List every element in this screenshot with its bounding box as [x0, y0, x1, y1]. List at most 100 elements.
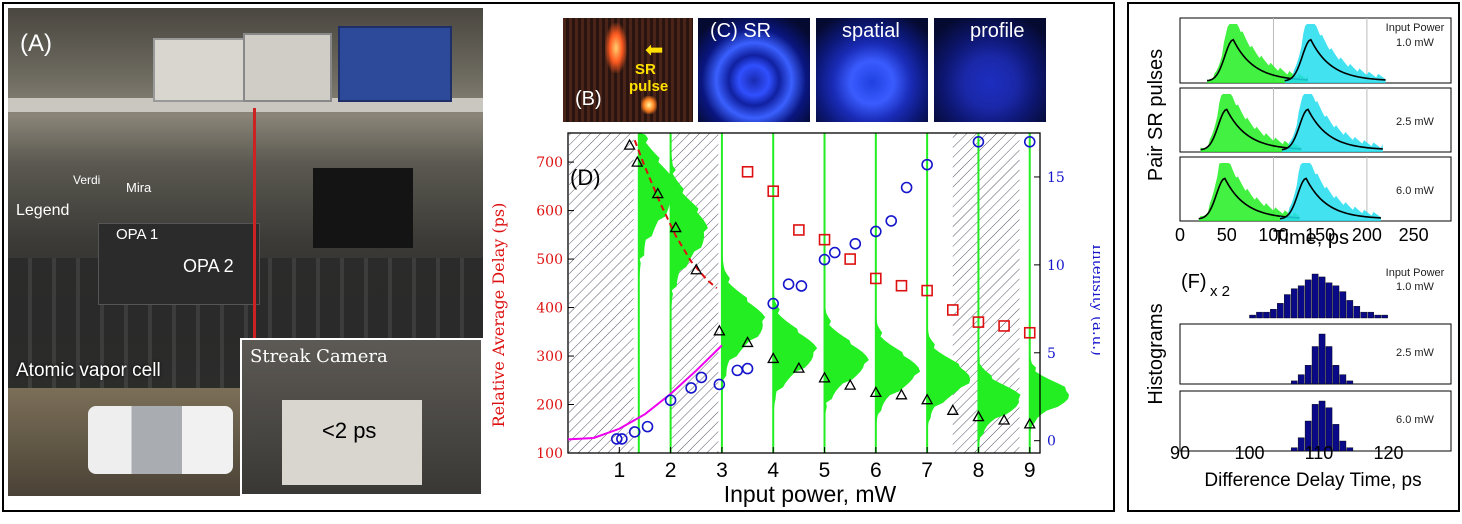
delay-square-point	[844, 253, 856, 265]
x-tick-label: 120	[1373, 443, 1403, 463]
panel-b-label: (B)	[575, 88, 602, 110]
verdi-label: Verdi	[73, 173, 101, 187]
vapor-cell	[88, 406, 233, 474]
chart-f: (F) x 2 Input Power 1.0 mW 2.5 mW 6.0 mW 90 100…	[1145, 267, 1452, 491]
streak-camera-inset: Streak Camera <2 ps	[240, 338, 483, 496]
lab-photo: (A) Verdi Mira Legend OPA 1 OPA 2 Streak…	[8, 8, 483, 496]
delay-square-point	[741, 165, 754, 178]
hatched-region	[569, 133, 634, 453]
intensity-circle-point	[610, 433, 623, 445]
intensity-circle-point	[828, 246, 841, 259]
intensity-circle-point	[972, 135, 985, 148]
pulse-mean-trace	[1284, 38, 1386, 82]
hist-bar	[1339, 440, 1347, 452]
hist-bar	[1332, 424, 1340, 452]
chart-f-panel-sub: x 2	[1210, 283, 1230, 300]
spatial-profile-3: profile	[934, 18, 1046, 122]
arrow-icon: ⬅	[645, 37, 664, 62]
delay-triangle-point	[972, 410, 985, 422]
intensity-circle-point	[818, 253, 831, 266]
monitor	[313, 168, 413, 248]
pulse-envelope-cyan	[1284, 24, 1386, 83]
y-right-tick-label: 15	[1047, 170, 1065, 186]
delay-triangle-point	[818, 371, 831, 383]
hist-bar	[1325, 407, 1333, 452]
hist-bar	[1290, 288, 1298, 319]
pulse-envelope-cyan	[1279, 163, 1381, 221]
hist-bar	[1339, 374, 1347, 385]
streak-note: <2 ps	[322, 418, 377, 443]
delay-triangle-point	[1023, 417, 1036, 429]
hist-bar	[1290, 447, 1298, 452]
y-left-tick-label: 500	[536, 252, 563, 268]
cable-red	[253, 108, 256, 358]
intensity-circle-point	[664, 394, 677, 407]
delay-fit-curve	[633, 139, 718, 289]
x-tick-label: 200	[1352, 225, 1382, 245]
hist-row-label: Input Power	[1386, 267, 1445, 279]
x-tick-label: 0	[1175, 225, 1185, 245]
chart-d-panel-label: (D)	[570, 165, 601, 190]
hatched-region	[670, 133, 719, 453]
hist-bar	[1290, 380, 1298, 385]
panel-b-sr: SR	[635, 61, 656, 78]
pulse-envelope-green	[1200, 94, 1302, 152]
intensity-circle-point	[628, 426, 641, 438]
hist-bar	[1318, 276, 1326, 319]
opa2-label: OPA 2	[183, 256, 234, 276]
intensity-fit-curve	[567, 344, 723, 441]
laser-box	[98, 223, 260, 305]
chart-d-axes-box	[567, 132, 1041, 454]
hist-bar	[1311, 273, 1319, 319]
chart-f-panel-label: (F)	[1181, 271, 1207, 293]
chart-d-ylabel-left: Relative Average Delay (ps)	[489, 203, 508, 428]
intensity-circle-point	[685, 382, 697, 394]
y-right-tick-label: 10	[1047, 258, 1065, 274]
hist-bar	[1284, 294, 1291, 319]
x-tick-label: 1	[613, 459, 625, 482]
delay-square-point	[972, 316, 985, 328]
hist-bar	[1256, 311, 1263, 319]
hist-bar	[1270, 309, 1277, 319]
delay-triangle-point	[623, 138, 636, 150]
intensity-circle-point	[616, 433, 628, 445]
intensity-circle-point	[849, 237, 862, 250]
delay-triangle-point	[767, 352, 780, 364]
pulse-row-label: 1.0 mW	[1396, 37, 1435, 49]
pulse-streak-2	[641, 96, 657, 114]
delay-histogram	[772, 133, 818, 453]
delay-square-point	[921, 284, 933, 297]
hist-bar	[1297, 374, 1305, 385]
x-tick-label: 2	[665, 459, 677, 482]
y-left-tick-label: 700	[536, 155, 563, 171]
intensity-circle-point	[795, 280, 808, 292]
hist-bar	[1277, 303, 1284, 319]
hist-bar	[1346, 380, 1354, 385]
panel-c-profile: profile	[970, 20, 1025, 42]
intensity-circle-point	[782, 278, 795, 291]
delay-triangle-point	[869, 386, 882, 398]
delay-histogram	[875, 133, 921, 454]
intensity-circle-point	[741, 362, 754, 375]
delay-triangle-point	[997, 413, 1011, 425]
sr-pulse-image: ⬅ SR pulse (B)	[563, 18, 693, 122]
y-left-tick-label: 100	[536, 446, 563, 462]
x-tick-label: 100	[1258, 225, 1288, 245]
vapor-cell-inset: Atomic vapor cell	[8, 360, 240, 496]
opa1-label: OPA 1	[116, 226, 159, 243]
delay-histogram	[926, 133, 971, 454]
y-left-tick-label: 400	[536, 301, 563, 317]
hist-bar	[1297, 285, 1305, 319]
delay-square-point	[1023, 326, 1036, 339]
chart-e-xlabel: Time, ps	[1273, 227, 1349, 249]
delay-triangle-point	[651, 187, 664, 199]
pulse-mean-trace	[1281, 108, 1383, 151]
hist-bar	[1374, 314, 1381, 319]
mira-label: Mira	[126, 180, 152, 195]
y-right-tick-label: 5	[1047, 346, 1056, 362]
delay-triangle-point	[741, 336, 754, 348]
delay-square-point	[946, 304, 959, 316]
intensity-circle-point	[900, 181, 913, 194]
power-supply-1	[243, 33, 332, 102]
